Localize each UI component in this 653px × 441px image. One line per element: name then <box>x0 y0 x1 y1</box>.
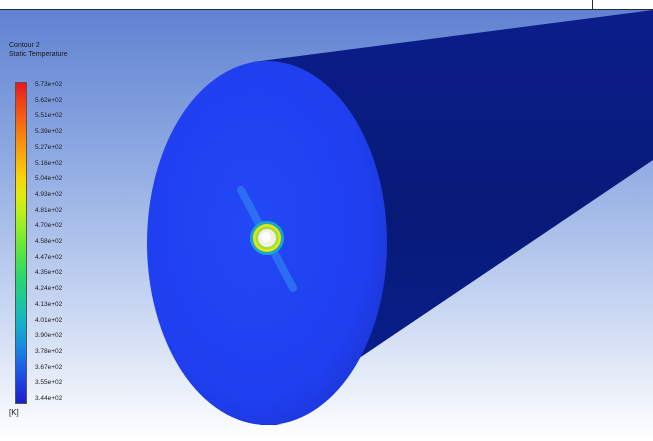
legend-value: 4.01e+02 <box>35 316 63 324</box>
legend-value: 4.70e+02 <box>35 222 63 230</box>
legend-unit: [K] <box>9 408 19 417</box>
legend-value: 5.51e+02 <box>35 112 63 120</box>
legend-value: 4.81e+02 <box>35 206 63 214</box>
legend-value: 5.62e+02 <box>35 96 63 104</box>
legend-value: 3.44e+02 <box>35 395 63 402</box>
legend-value: 5.27e+02 <box>35 143 63 151</box>
legend-value: 4.47e+02 <box>35 253 63 261</box>
legend-value: 3.78e+02 <box>35 347 63 355</box>
legend-value: 4.93e+02 <box>35 190 63 198</box>
legend-value: 3.90e+02 <box>35 332 63 340</box>
viewport-top-border <box>0 0 653 10</box>
legend-value: 3.67e+02 <box>35 363 63 371</box>
legend-value: 4.35e+02 <box>35 269 63 277</box>
legend-value: 4.13e+02 <box>35 300 63 308</box>
legend-value: 5.04e+02 <box>35 175 63 183</box>
legend-title: Contour 2 <box>9 42 40 49</box>
legend-value: 5.73e+02 <box>35 81 63 88</box>
legend-value: 5.16e+02 <box>35 159 63 167</box>
legend-value: 4.58e+02 <box>35 238 63 245</box>
legend-variable: Static Temperature <box>9 51 68 58</box>
legend-color-bar <box>15 82 27 404</box>
legend-value: 4.24e+02 <box>35 285 63 293</box>
legend-value: 5.39e+02 <box>35 128 63 136</box>
legend-value: 3.55e+02 <box>35 379 63 387</box>
